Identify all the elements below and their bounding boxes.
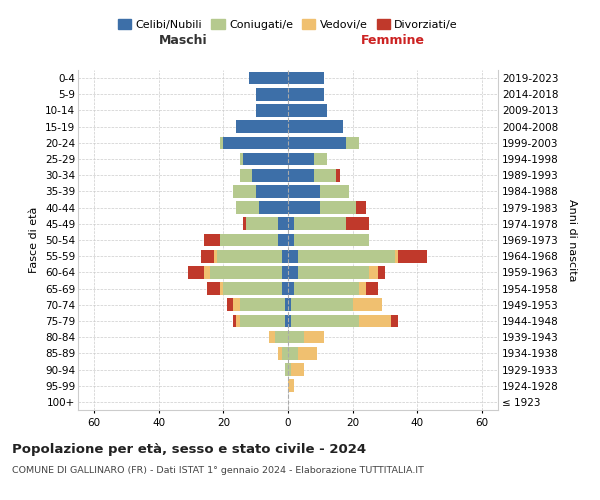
Bar bbox=[204, 266, 211, 278]
Bar bbox=[220, 282, 223, 295]
Y-axis label: Anni di nascita: Anni di nascita bbox=[567, 198, 577, 281]
Bar bbox=[304, 331, 323, 344]
Bar bbox=[395, 250, 398, 262]
Bar bbox=[288, 282, 295, 295]
Bar bbox=[239, 298, 285, 311]
Bar bbox=[201, 250, 214, 262]
Bar bbox=[288, 218, 295, 230]
Bar bbox=[207, 282, 220, 295]
Bar bbox=[259, 202, 288, 214]
Bar bbox=[285, 363, 288, 376]
Bar bbox=[288, 298, 291, 311]
Bar bbox=[288, 347, 298, 360]
Bar bbox=[365, 282, 379, 295]
Bar bbox=[288, 250, 298, 262]
Bar bbox=[278, 234, 288, 246]
Bar bbox=[288, 266, 298, 278]
Bar bbox=[398, 250, 427, 262]
Bar bbox=[227, 298, 233, 311]
Bar bbox=[281, 282, 288, 295]
Text: Maschi: Maschi bbox=[158, 34, 208, 48]
Bar bbox=[288, 72, 323, 85]
Bar bbox=[288, 120, 343, 133]
Bar bbox=[278, 347, 281, 360]
Bar bbox=[291, 314, 359, 328]
Bar bbox=[295, 234, 369, 246]
Bar bbox=[256, 185, 288, 198]
Bar bbox=[239, 314, 285, 328]
Bar bbox=[288, 136, 346, 149]
Bar bbox=[320, 202, 356, 214]
Bar bbox=[243, 218, 246, 230]
Bar bbox=[298, 266, 369, 278]
Legend: Celibi/Nubili, Coniugati/e, Vedovi/e, Divorziati/e: Celibi/Nubili, Coniugati/e, Vedovi/e, Di… bbox=[113, 14, 463, 34]
Bar bbox=[281, 347, 288, 360]
Text: COMUNE DI GALLINARO (FR) - Dati ISTAT 1° gennaio 2024 - Elaborazione TUTTITALIA.: COMUNE DI GALLINARO (FR) - Dati ISTAT 1°… bbox=[12, 466, 424, 475]
Bar bbox=[359, 282, 365, 295]
Bar bbox=[288, 234, 295, 246]
Bar bbox=[275, 331, 288, 344]
Bar bbox=[223, 136, 288, 149]
Bar bbox=[217, 250, 281, 262]
Bar bbox=[253, 169, 288, 181]
Bar bbox=[288, 380, 295, 392]
Bar bbox=[220, 136, 223, 149]
Bar bbox=[256, 88, 288, 101]
Bar bbox=[204, 234, 220, 246]
Bar bbox=[359, 314, 391, 328]
Bar bbox=[391, 314, 398, 328]
Bar bbox=[233, 185, 256, 198]
Bar bbox=[288, 202, 320, 214]
Bar bbox=[291, 363, 304, 376]
Bar bbox=[291, 298, 353, 311]
Bar bbox=[214, 250, 217, 262]
Bar bbox=[233, 314, 236, 328]
Bar bbox=[346, 136, 359, 149]
Bar bbox=[379, 266, 385, 278]
Bar bbox=[285, 298, 288, 311]
Bar bbox=[295, 282, 359, 295]
Bar bbox=[236, 120, 288, 133]
Bar bbox=[233, 298, 239, 311]
Bar bbox=[288, 185, 320, 198]
Bar bbox=[288, 88, 323, 101]
Bar bbox=[211, 266, 281, 278]
Bar bbox=[295, 218, 346, 230]
Bar bbox=[288, 104, 327, 117]
Text: Femmine: Femmine bbox=[361, 34, 425, 48]
Bar bbox=[337, 169, 340, 181]
Bar bbox=[239, 169, 253, 181]
Bar bbox=[223, 282, 281, 295]
Bar bbox=[249, 72, 288, 85]
Bar bbox=[246, 218, 278, 230]
Bar bbox=[285, 314, 288, 328]
Bar bbox=[356, 202, 365, 214]
Bar bbox=[298, 347, 317, 360]
Bar bbox=[281, 250, 288, 262]
Y-axis label: Fasce di età: Fasce di età bbox=[29, 207, 40, 273]
Bar bbox=[288, 331, 304, 344]
Text: Popolazione per età, sesso e stato civile - 2024: Popolazione per età, sesso e stato civil… bbox=[12, 442, 366, 456]
Bar bbox=[346, 218, 369, 230]
Bar bbox=[353, 298, 382, 311]
Bar bbox=[236, 314, 239, 328]
Bar bbox=[278, 218, 288, 230]
Bar bbox=[281, 266, 288, 278]
Bar bbox=[320, 185, 349, 198]
Bar bbox=[243, 152, 288, 166]
Bar bbox=[314, 169, 337, 181]
Bar bbox=[288, 314, 291, 328]
Bar bbox=[256, 104, 288, 117]
Bar bbox=[239, 152, 243, 166]
Bar bbox=[288, 169, 314, 181]
Bar bbox=[288, 152, 314, 166]
Bar bbox=[236, 202, 259, 214]
Bar bbox=[314, 152, 327, 166]
Bar bbox=[188, 266, 204, 278]
Bar bbox=[369, 266, 379, 278]
Bar bbox=[269, 331, 275, 344]
Bar bbox=[220, 234, 278, 246]
Bar bbox=[288, 363, 291, 376]
Bar bbox=[298, 250, 395, 262]
